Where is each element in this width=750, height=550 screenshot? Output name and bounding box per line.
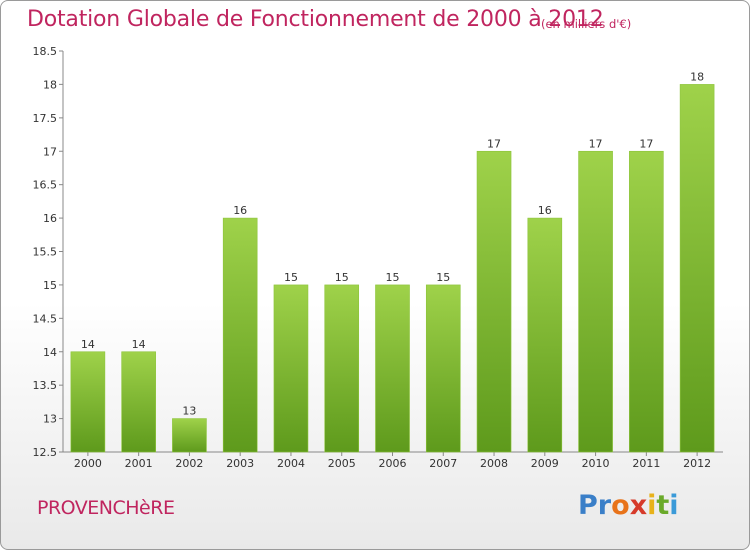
data-label: 15: [436, 271, 450, 284]
bar-2011: [629, 150, 664, 453]
bar-2003: [222, 217, 258, 453]
x-tick-label: 2006: [379, 457, 407, 470]
data-label: 15: [386, 271, 400, 284]
y-tick-label: 16.5: [33, 179, 58, 192]
y-tick-label: 17.5: [33, 112, 58, 125]
bar-2002: [172, 418, 207, 453]
x-tick-label: 2003: [226, 457, 254, 470]
data-label: 13: [182, 405, 196, 418]
x-tick-label: 2007: [429, 457, 457, 470]
y-tick-label: 15: [43, 279, 57, 292]
bar-2005: [324, 284, 360, 453]
y-tick-label: 17: [43, 145, 57, 158]
data-label: 18: [690, 70, 704, 83]
y-tick-label: 13.5: [33, 379, 58, 392]
bar-2004: [273, 284, 309, 453]
y-tick-label: 18: [43, 78, 57, 91]
data-label: 15: [335, 271, 349, 284]
x-tick-label: 2012: [683, 457, 711, 470]
proxiti-logo[interactable]: Proxiti: [578, 490, 679, 521]
data-label: 17: [639, 137, 653, 150]
logo-letter: r: [597, 490, 612, 521]
data-label: 17: [487, 137, 501, 150]
x-tick-label: 2000: [74, 457, 102, 470]
logo-letter: o: [611, 490, 630, 521]
x-tick-label: 2002: [175, 457, 203, 470]
data-label: 16: [233, 204, 247, 217]
y-tick-label: 13: [43, 413, 57, 426]
y-tick-label: 14.5: [33, 312, 58, 325]
x-tick-label: 2005: [328, 457, 356, 470]
bar-2012: [679, 84, 715, 453]
data-label: 14: [81, 338, 95, 351]
logo-letter: i: [669, 490, 679, 521]
data-label: 16: [538, 204, 552, 217]
x-tick-label: 2001: [125, 457, 153, 470]
x-tick-label: 2009: [531, 457, 559, 470]
logo-letter: i: [647, 490, 657, 521]
x-tick-label: 2011: [632, 457, 660, 470]
data-label: 17: [589, 137, 603, 150]
y-tick-label: 14: [43, 346, 57, 359]
bar-2007: [425, 284, 461, 453]
x-tick-label: 2004: [277, 457, 305, 470]
logo-letter: P: [578, 490, 598, 521]
bar-2010: [578, 150, 613, 453]
chart-title: Dotation Globale de Fonctionnement de 20…: [27, 7, 604, 32]
chart-subtitle: (en milliers d'€): [541, 17, 632, 31]
logo-letter: x: [629, 490, 648, 521]
y-tick-label: 15.5: [33, 246, 58, 259]
bar-2009: [527, 217, 563, 453]
x-tick-label: 2008: [480, 457, 508, 470]
bar-2006: [375, 284, 410, 453]
data-label: 14: [132, 338, 146, 351]
data-label: 15: [284, 271, 298, 284]
y-tick-label: 16: [43, 212, 57, 225]
logo-letter: t: [656, 490, 670, 521]
bar-2008: [476, 150, 512, 453]
y-tick-label: 12.5: [33, 446, 58, 459]
bar-2000: [70, 351, 106, 453]
x-tick-label: 2010: [582, 457, 610, 470]
y-tick-label: 18.5: [33, 45, 58, 58]
commune-name: PROVENCHèRE: [37, 497, 175, 519]
bar-2001: [121, 351, 156, 453]
